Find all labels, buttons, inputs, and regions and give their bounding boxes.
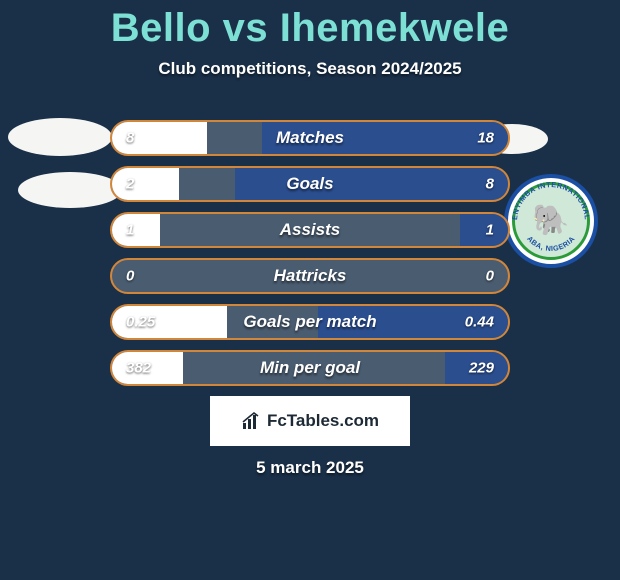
stat-row: 1 1Assists (110, 212, 510, 248)
credit-text: FcTables.com (267, 411, 379, 431)
stat-value-right: 0.44 (465, 314, 494, 331)
svg-text:ABA, NIGERIA: ABA, NIGERIA (525, 234, 577, 253)
stat-label: Hattricks (112, 266, 508, 286)
page-title: Bello vs Ihemekwele (0, 0, 620, 51)
stat-value-right: 1 (486, 222, 494, 239)
stat-fill-right (235, 168, 508, 200)
comparison-bars: 818Matches28Goals11Assists00Hattricks0.2… (110, 120, 510, 396)
stat-value-left: 1 (126, 222, 134, 239)
stat-fill-right (460, 214, 508, 246)
stat-row: 28Goals (110, 166, 510, 202)
stat-value-right: 18 (477, 130, 494, 147)
stat-value-left: 0.25 (126, 314, 155, 331)
stat-row: 382229Min per goal (110, 350, 510, 386)
club-badge-ring-text: ENYIMBA INTERNATIONAL ABA, NIGERIA (508, 178, 594, 264)
fctables-logo-icon (241, 411, 261, 431)
player-left-avatar-placeholder-2 (18, 172, 122, 208)
stat-value-right: 229 (469, 360, 494, 377)
stat-value-left: 8 (126, 130, 134, 147)
svg-text:ENYIMBA INTERNATIONAL: ENYIMBA INTERNATIONAL (510, 180, 592, 220)
title-player-right: Ihemekwele (280, 6, 510, 50)
club-badge-right: 🐘 ENYIMBA INTERNATIONAL ABA, NIGERIA (504, 174, 598, 268)
stat-fill-left (112, 214, 160, 246)
stat-value-right: 8 (486, 176, 494, 193)
subtitle: Club competitions, Season 2024/2025 (0, 59, 620, 79)
stat-row: 0 0Hattricks (110, 258, 510, 294)
player-left-avatar-placeholder-1 (8, 118, 112, 156)
stat-row: 0.250.44Goals per match (110, 304, 510, 340)
credit-badge[interactable]: FcTables.com (210, 396, 410, 446)
stat-label: Assists (112, 220, 508, 240)
stat-value-left: 2 (126, 176, 134, 193)
stat-value-left: 382 (126, 360, 151, 377)
stat-value-left: 0 (126, 268, 134, 285)
stat-fill-right (262, 122, 508, 154)
title-vs: vs (211, 6, 280, 50)
stat-value-right: 0 (486, 268, 494, 285)
snapshot-date: 5 march 2025 (0, 458, 620, 478)
stat-fill-left (112, 168, 179, 200)
stat-row: 818Matches (110, 120, 510, 156)
title-player-left: Bello (111, 6, 211, 50)
